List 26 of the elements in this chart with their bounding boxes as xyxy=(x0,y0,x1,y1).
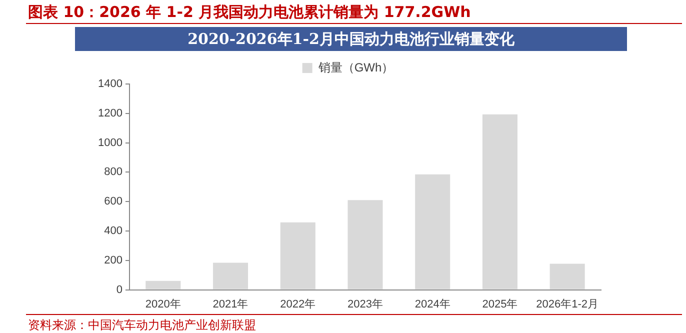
y-tick-label: 1000 xyxy=(98,136,122,149)
bar xyxy=(550,264,585,290)
text: 资料来源：中国汽车动力电池产业创新联盟 xyxy=(28,317,256,333)
x-tick-label: 2020年 xyxy=(145,298,181,310)
y-tick-label: 800 xyxy=(104,166,122,178)
x-tick-label: 2026年1-2月 xyxy=(536,298,599,310)
y-tick-label: 400 xyxy=(104,225,122,238)
y-tick-label: 200 xyxy=(104,254,122,266)
x-tick-label: 2022年 xyxy=(280,298,316,310)
y-tick-label: 0 xyxy=(116,284,122,296)
bar xyxy=(213,262,248,290)
bar xyxy=(146,280,181,290)
y-tick-label: 600 xyxy=(104,196,122,208)
bar xyxy=(482,114,518,290)
x-tick-label: 2025年 xyxy=(482,298,518,310)
x-tick-label: 2023年 xyxy=(347,298,383,310)
x-tick-label: 2024年 xyxy=(414,298,450,310)
y-tick-label: 1400 xyxy=(98,78,122,90)
bar xyxy=(415,174,450,290)
bar xyxy=(280,222,316,290)
y-tick-label: 1200 xyxy=(98,107,122,120)
chart-title: 图表 10：2026 年 1-2 月我国动力电池累计销量为 177.2GWh xyxy=(28,3,471,22)
x-tick-label: 2021年 xyxy=(212,298,248,310)
legend-label: 销量（GWh） xyxy=(317,60,394,74)
chart-subtitle: 2020-2026年1-2月中国动力电池行业销量变化 xyxy=(75,27,627,51)
bar xyxy=(348,200,383,290)
